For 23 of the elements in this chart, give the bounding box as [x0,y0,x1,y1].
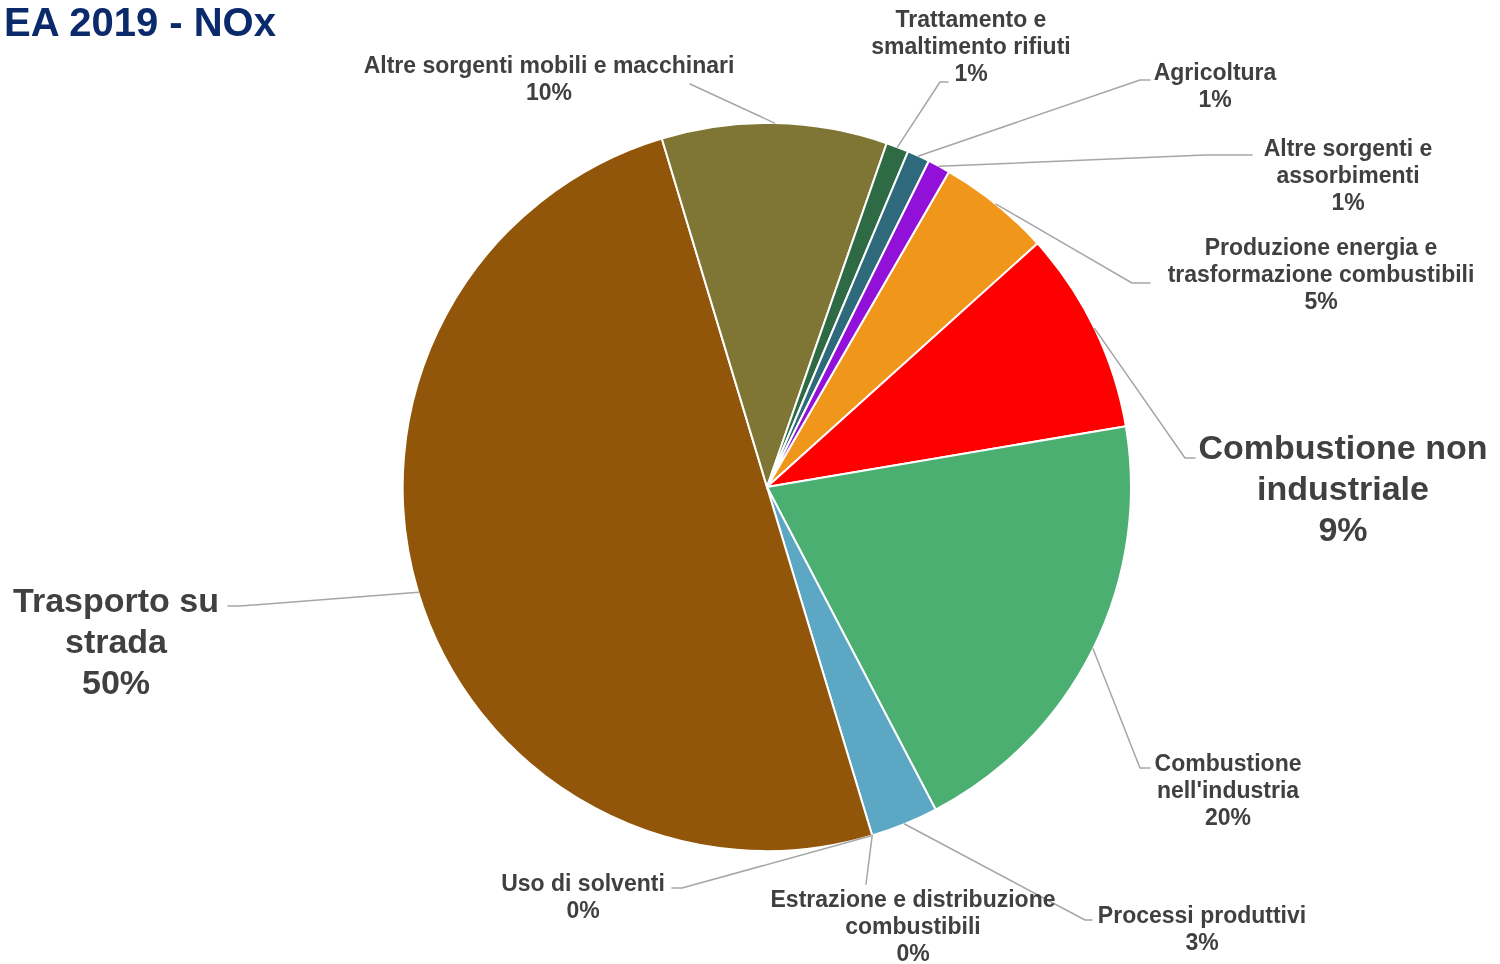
data-label: 1% [1198,86,1232,112]
data-label: 10% [525,79,573,105]
slice-label: Produzione energia e trasformazione combustibili [1167,234,1475,287]
legend-label: Estrazione e distribuzione combustibili [770,886,1056,939]
data-label: 9% [1318,510,1368,548]
slice-label: Altre sorgenti e assorbimenti [1263,135,1433,188]
data-label: 20% [1204,804,1252,830]
data-label: 1% [954,60,988,86]
data-label: 5% [1304,288,1338,314]
data-label: 3% [1185,929,1219,955]
text: 0% [566,897,600,923]
chart-title: EA 2019 - NOx [4,0,276,44]
data-label: 50% [81,663,151,701]
slice-label: Trattamento e smaltimento rifiuti [871,6,1071,59]
slice-label: Trasporto su strada [13,581,219,660]
data-label: 1% [1331,189,1365,215]
slice-label: Agricoltura [1153,59,1277,85]
slice-label: Combustione nell'industria [1154,750,1302,803]
slice-label: Combustione non industriale [1198,428,1488,507]
slice-label: Processi produttivi [1097,902,1307,928]
slice-label: Altre sorgenti mobili e macchinari [363,52,735,78]
text: 0% [896,940,930,964]
category-label: Uso di solventi [501,870,665,896]
